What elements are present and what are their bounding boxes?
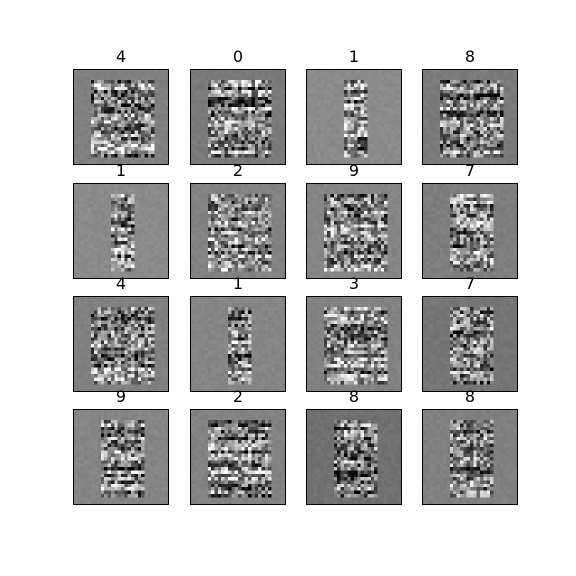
panel-image [422,69,518,165]
panel-6: 2 [190,183,286,279]
panel-image [190,409,286,505]
panel-image [306,69,402,165]
panel-image [73,183,169,279]
panel-label: 2 [190,387,286,407]
panel-1: 4 [73,69,169,165]
panel-image [73,69,169,165]
panel-label: 8 [422,387,518,407]
panel-12: 7 [422,296,518,392]
panel-15: 8 [306,409,402,505]
panel-image [306,296,402,392]
panel-13: 9 [73,409,169,505]
panel-label: 4 [73,47,169,67]
panel-8: 7 [422,183,518,279]
panel-label: 3 [306,274,402,294]
panel-label: 1 [306,47,402,67]
panel-image [422,183,518,279]
panel-label: 2 [190,161,286,181]
panel-4: 8 [422,69,518,165]
panel-image [306,183,402,279]
panel-label: 8 [306,387,402,407]
panel-10: 1 [190,296,286,392]
panel-label: 8 [422,47,518,67]
panel-image [190,296,286,392]
panel-label: 4 [73,274,169,294]
panel-image [422,409,518,505]
panel-7: 9 [306,183,402,279]
panel-11: 3 [306,296,402,392]
panel-2: 0 [190,69,286,165]
panel-label: 7 [422,161,518,181]
panel-image [73,409,169,505]
panel-image [306,409,402,505]
panel-label: 7 [422,274,518,294]
panel-5: 1 [73,183,169,279]
panel-image [422,296,518,392]
panel-16: 8 [422,409,518,505]
panel-label: 1 [73,161,169,181]
panel-label: 9 [306,161,402,181]
panel-image [190,69,286,165]
panel-label: 1 [190,274,286,294]
panel-label: 9 [73,387,169,407]
panel-image [190,183,286,279]
panel-image [73,296,169,392]
panel-3: 1 [306,69,402,165]
panel-label: 0 [190,47,286,67]
panel-9: 4 [73,296,169,392]
panel-14: 2 [190,409,286,505]
